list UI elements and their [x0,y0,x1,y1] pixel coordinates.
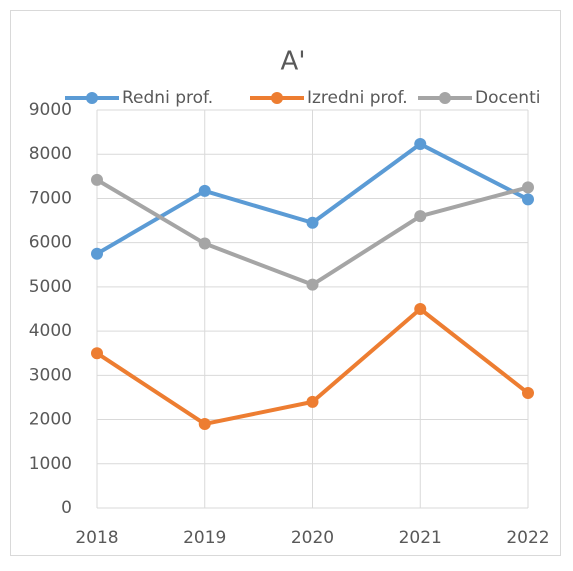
data-point [198,417,211,430]
y-tick-label: 4000 [29,321,72,341]
x-tick-label: 2021 [399,528,442,548]
x-tick-label: 2018 [75,528,118,548]
legend-marker [439,92,451,104]
data-point [91,173,103,186]
data-point [91,347,103,360]
data-point [306,395,319,408]
data-point [198,184,211,197]
y-tick-label: 7000 [29,188,72,208]
data-point [91,247,103,260]
data-point [414,210,427,223]
y-tick-label: 8000 [29,144,72,164]
y-tick-label: 9000 [29,100,72,120]
legend-label: Docenti [475,88,540,108]
legend-marker [86,92,98,104]
data-point [522,181,534,194]
data-point [414,303,427,315]
y-tick-label: 2000 [29,410,72,430]
x-tick-label: 2022 [506,528,549,548]
y-tick-label: 6000 [29,233,72,253]
legend-marker [271,92,283,104]
legend-label: Redni prof. [122,88,213,108]
y-tick-label: 0 [61,498,72,518]
chart-border [10,10,561,556]
data-point [198,237,211,250]
y-tick-label: 1000 [29,454,72,474]
chart-title: A' [281,47,306,77]
x-tick-label: 2019 [183,528,226,548]
y-tick-label: 5000 [29,277,72,297]
data-point [306,278,319,291]
legend-label: Izredni prof. [307,88,408,108]
data-point [522,387,534,400]
data-point [414,138,427,151]
y-tick-label: 3000 [29,365,72,385]
data-point [522,193,534,206]
data-point [306,216,319,229]
x-tick-label: 2020 [291,528,334,548]
